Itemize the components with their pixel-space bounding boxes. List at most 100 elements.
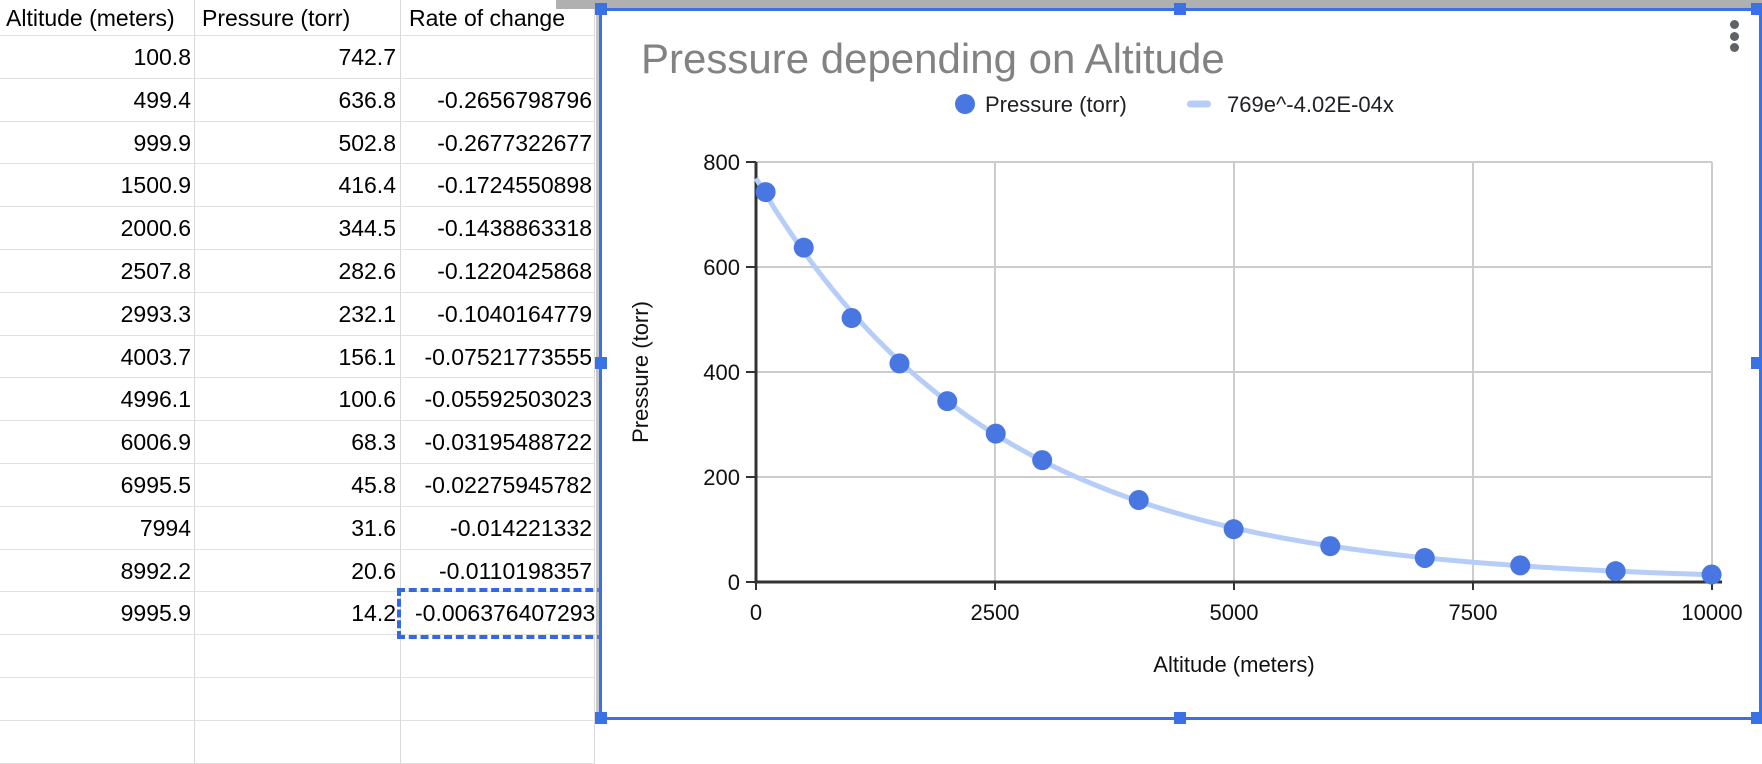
spreadsheet-cell[interactable]: -0.1724550898 (401, 164, 595, 208)
spreadsheet-cell[interactable]: 636.8 (195, 78, 401, 122)
spreadsheet-cell[interactable]: 1500.9 (0, 164, 195, 208)
spreadsheet-cell[interactable]: 742.7 (195, 36, 401, 79)
chart-card[interactable]: 0 200 400 600 800 0 2500 5000 7500 10000 Pressure … (599, 8, 1762, 720)
spreadsheet-cell[interactable]: -0.014221332 (401, 506, 595, 550)
spreadsheet-cell[interactable]: 4003.7 (0, 335, 195, 379)
legend-line-marker (1187, 100, 1211, 108)
spreadsheet-cell[interactable]: 999.9 (0, 121, 195, 165)
spreadsheet-cell[interactable] (0, 720, 195, 764)
spreadsheet-cell[interactable]: 344.5 (195, 207, 401, 250)
x-tick-label: 7500 (1449, 600, 1498, 625)
spreadsheet-cell[interactable]: 232.1 (195, 292, 401, 336)
spreadsheet-cell[interactable] (401, 720, 595, 764)
spreadsheet-cell[interactable] (0, 678, 195, 721)
spreadsheet-cell[interactable]: 499.4 (0, 78, 195, 122)
spreadsheet-cell[interactable] (195, 635, 401, 678)
y-tick-label: 200 (703, 465, 740, 490)
spreadsheet-cell[interactable]: 31.6 (195, 506, 401, 550)
column-header[interactable]: Altitude (meters) (0, 0, 195, 36)
spreadsheet-cell[interactable]: 282.6 (195, 250, 401, 293)
data-point[interactable] (1223, 519, 1244, 540)
spreadsheet-cell[interactable]: -0.0110198357 (401, 549, 595, 593)
chart-resize-handle[interactable] (1751, 3, 1762, 15)
legend-point-marker (955, 94, 975, 114)
spreadsheet-cell[interactable]: 20.6 (195, 549, 401, 593)
table-row: 6006.9 68.3 -0.03195488722 (0, 421, 620, 464)
data-point[interactable] (841, 308, 862, 329)
spreadsheet-cell[interactable] (401, 36, 595, 79)
chart-resize-handle[interactable] (595, 3, 607, 15)
kebab-menu-icon (1730, 20, 1739, 29)
chart-resize-handle[interactable] (595, 357, 607, 369)
spreadsheet-cell[interactable]: 9995.9 (0, 592, 195, 636)
chart-resize-handle[interactable] (595, 712, 607, 724)
chart-resize-handle[interactable] (1751, 712, 1762, 724)
table-row: 999.9 502.8 -0.2677322677 (0, 121, 620, 165)
data-point[interactable] (889, 353, 910, 374)
spreadsheet-cell[interactable]: -0.1040164779 (401, 292, 595, 336)
x-tick-label: 10000 (1681, 600, 1742, 625)
column-header[interactable]: Rate of change (401, 0, 595, 36)
data-point[interactable] (1414, 547, 1435, 568)
spreadsheet-cell[interactable]: -0.02275945782 (401, 464, 595, 507)
spreadsheet-cell[interactable]: -0.03195488722 (401, 421, 595, 464)
data-point[interactable] (793, 237, 814, 258)
data-point[interactable] (1701, 564, 1722, 585)
data-point[interactable] (1032, 450, 1053, 471)
data-point[interactable] (1320, 536, 1341, 557)
spreadsheet-cell[interactable]: 2000.6 (0, 207, 195, 250)
spreadsheet-cell[interactable]: -0.1438863318 (401, 207, 595, 250)
spreadsheet-cell[interactable]: 6006.9 (0, 421, 195, 464)
table-row: 7994 31.6 -0.014221332 (0, 506, 620, 550)
spreadsheet-cell[interactable]: 8992.2 (0, 549, 195, 593)
spreadsheet-cell[interactable]: 7994 (0, 506, 195, 550)
kebab-menu-icon (1730, 31, 1739, 41)
chart-resize-handle[interactable] (1751, 357, 1762, 369)
spreadsheet-cell[interactable]: 156.1 (195, 335, 401, 379)
copied-cell-dashed-border (397, 588, 605, 640)
spreadsheet-cell[interactable]: 14.2 (195, 592, 401, 636)
x-axis-title: Altitude (meters) (1153, 652, 1314, 677)
spreadsheet-cell[interactable]: -0.07521773555 (401, 335, 595, 379)
spreadsheet-cell[interactable]: 4996.1 (0, 378, 195, 422)
data-point[interactable] (1510, 555, 1531, 576)
spreadsheet-cell[interactable] (401, 678, 595, 721)
spreadsheet-cell[interactable] (195, 720, 401, 764)
spreadsheet-cell[interactable]: 416.4 (195, 164, 401, 208)
table-row: 1500.9 416.4 -0.1724550898 (0, 164, 620, 208)
data-point[interactable] (985, 423, 1006, 444)
spreadsheet-cell[interactable]: -0.2656798796 (401, 78, 595, 122)
y-tick-label: 0 (728, 570, 740, 595)
pressure-altitude-chart: 0 200 400 600 800 0 2500 5000 7500 10000 Pressure … (628, 92, 1743, 677)
table-row: 2993.3 232.1 -0.1040164779 (0, 292, 620, 336)
spreadsheet-cell[interactable]: 68.3 (195, 421, 401, 464)
spreadsheet-cell[interactable] (195, 678, 401, 721)
x-tick-label: 0 (750, 600, 762, 625)
spreadsheet-cell[interactable]: 100.8 (0, 36, 195, 79)
spreadsheet-cell[interactable]: 2993.3 (0, 292, 195, 336)
spreadsheet-cell[interactable]: 100.6 (195, 378, 401, 422)
empty-row (0, 678, 620, 721)
y-tick-label: 800 (703, 150, 740, 175)
data-point[interactable] (1128, 490, 1149, 511)
data-point[interactable] (755, 182, 776, 203)
legend-label-trendline: 769e^-4.02E-04x (1227, 92, 1394, 117)
column-header[interactable]: Pressure (torr) (195, 0, 401, 36)
spreadsheet-cell[interactable]: -0.05592503023 (401, 378, 595, 422)
spreadsheet-cell[interactable]: -0.1220425868 (401, 250, 595, 293)
table-row: 9995.9 14.2 -0.006376407293 (0, 592, 620, 636)
chart-resize-handle[interactable] (1174, 3, 1186, 15)
spreadsheet-cell[interactable] (0, 635, 195, 678)
spreadsheet-cell[interactable]: 502.8 (195, 121, 401, 165)
spreadsheet-cell[interactable] (401, 635, 595, 678)
spreadsheet-cell[interactable]: -0.006376407293 (401, 592, 595, 636)
spreadsheet-cell[interactable]: 45.8 (195, 464, 401, 507)
table-row: 2507.8 282.6 -0.1220425868 (0, 250, 620, 293)
data-point[interactable] (937, 391, 958, 412)
spreadsheet-cell[interactable]: -0.2677322677 (401, 121, 595, 165)
spreadsheet-cell[interactable]: 2507.8 (0, 250, 195, 293)
spreadsheet-cell[interactable]: 6995.5 (0, 464, 195, 507)
chart-resize-handle[interactable] (1174, 712, 1186, 724)
data-point[interactable] (1605, 561, 1626, 582)
plot-gridlines (756, 161, 1713, 582)
